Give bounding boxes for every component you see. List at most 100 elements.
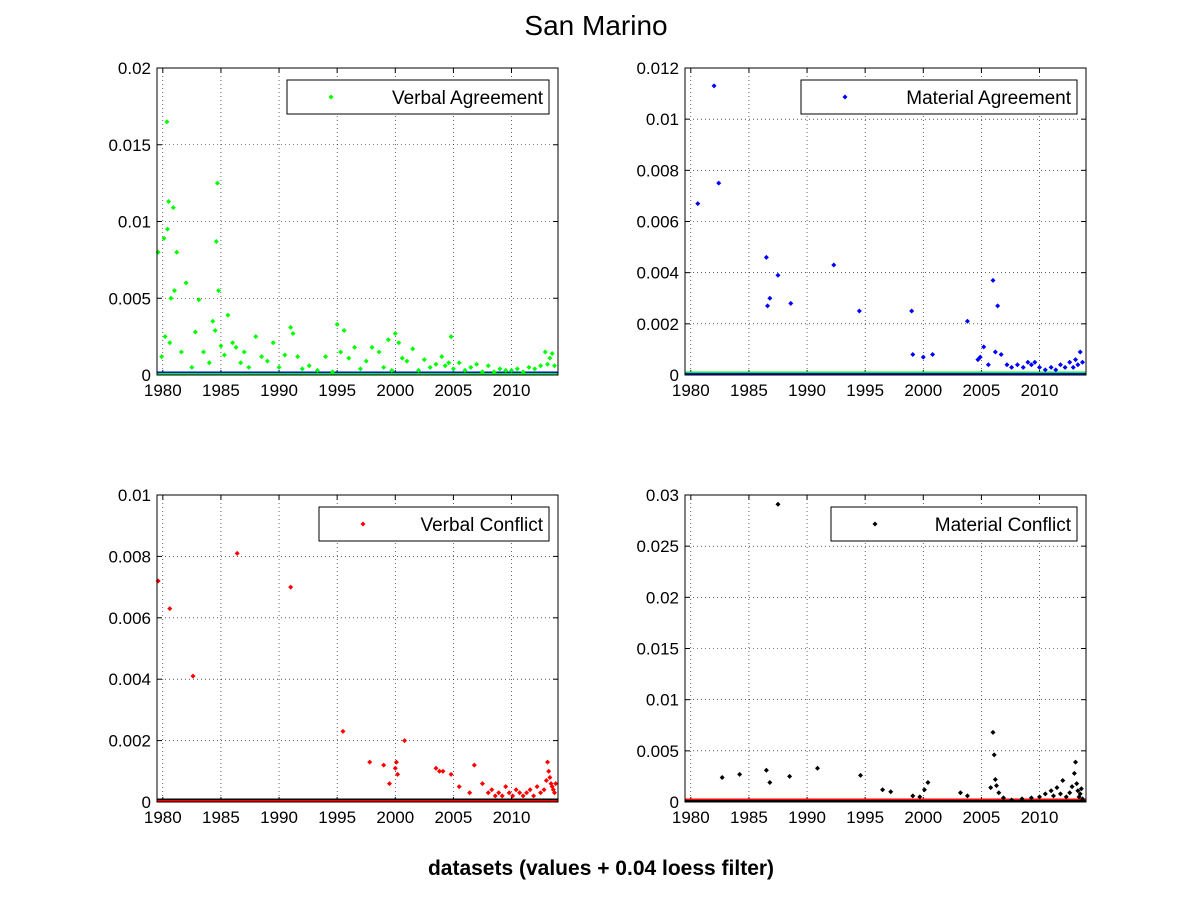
data-point bbox=[221, 352, 227, 358]
data-point bbox=[1009, 797, 1015, 803]
x-tick-label: 2010 bbox=[1021, 381, 1059, 400]
y-tick-label: 0 bbox=[670, 366, 679, 385]
legend-marker bbox=[360, 521, 366, 527]
data-point bbox=[164, 119, 170, 125]
legend-box bbox=[318, 506, 550, 542]
data-point bbox=[213, 238, 219, 244]
x-tick-label: 2005 bbox=[434, 381, 472, 400]
data-point bbox=[541, 787, 547, 793]
data-point bbox=[509, 367, 515, 373]
data-point bbox=[767, 780, 773, 786]
data-point bbox=[170, 205, 176, 211]
data-point bbox=[503, 784, 509, 790]
data-point bbox=[489, 787, 495, 793]
data-point bbox=[456, 360, 462, 366]
data-point bbox=[238, 360, 244, 366]
data-point bbox=[402, 738, 408, 744]
subplot-mc: 1980 1985 1990 1995 2000 2005 2010 0 0.005 0.01 0.… bbox=[636, 486, 1087, 827]
data-point bbox=[513, 787, 519, 793]
data-point bbox=[1071, 770, 1077, 776]
data-point bbox=[334, 321, 340, 327]
data-point bbox=[549, 351, 555, 357]
data-point bbox=[171, 288, 177, 294]
data-point bbox=[737, 771, 743, 777]
data-point bbox=[1014, 362, 1020, 368]
data-point bbox=[787, 773, 793, 779]
axes-frame bbox=[156, 494, 559, 803]
data-point bbox=[995, 303, 1001, 309]
data-point bbox=[506, 790, 512, 796]
data-point bbox=[930, 352, 936, 358]
y-tick-label: 0.025 bbox=[636, 537, 679, 556]
data-point bbox=[994, 783, 1000, 789]
data-point bbox=[290, 331, 296, 337]
data-point bbox=[695, 201, 701, 207]
data-point bbox=[514, 366, 520, 372]
data-point bbox=[547, 355, 553, 361]
data-point bbox=[385, 337, 391, 343]
data-point bbox=[763, 254, 769, 260]
data-point bbox=[990, 729, 996, 735]
y-tick-label: 0.012 bbox=[636, 59, 679, 78]
data-point bbox=[496, 790, 502, 796]
data-point bbox=[433, 361, 439, 367]
data-point bbox=[920, 354, 926, 360]
data-point bbox=[1077, 791, 1083, 797]
data-point bbox=[234, 550, 240, 556]
data-point bbox=[1037, 794, 1043, 800]
data-point bbox=[527, 787, 533, 793]
data-point bbox=[921, 787, 927, 793]
data-point bbox=[178, 349, 184, 355]
data-point bbox=[910, 793, 916, 799]
data-point bbox=[716, 180, 722, 186]
x-tick-label: 2010 bbox=[1021, 808, 1059, 827]
data-point bbox=[367, 759, 373, 765]
data-point bbox=[990, 277, 996, 283]
data-point bbox=[479, 369, 485, 375]
data-point bbox=[462, 367, 468, 373]
x-tick-label: 1990 bbox=[260, 808, 298, 827]
data-point bbox=[485, 363, 491, 369]
data-point bbox=[1057, 791, 1063, 797]
data-point bbox=[542, 349, 548, 355]
data-point bbox=[306, 363, 312, 369]
data-point bbox=[299, 366, 305, 372]
data-point bbox=[1080, 796, 1086, 802]
data-point bbox=[381, 364, 387, 370]
data-point bbox=[1042, 367, 1048, 373]
data-point bbox=[545, 759, 551, 765]
data-point bbox=[992, 349, 998, 355]
y-tick-label: 0.004 bbox=[636, 264, 679, 283]
data-point bbox=[1020, 364, 1026, 370]
data-point bbox=[456, 784, 462, 790]
data-point bbox=[259, 354, 265, 360]
data-point bbox=[468, 364, 474, 370]
data-point bbox=[399, 355, 405, 361]
data-point bbox=[1000, 795, 1006, 801]
data-point bbox=[815, 765, 821, 771]
data-point bbox=[230, 340, 236, 346]
data-point bbox=[474, 361, 480, 367]
data-point bbox=[552, 363, 558, 369]
data-point bbox=[977, 354, 983, 360]
data-point bbox=[1069, 784, 1075, 790]
x-tick-label: 2000 bbox=[904, 808, 942, 827]
data-point bbox=[439, 354, 445, 360]
data-point bbox=[996, 790, 1002, 796]
x-tick-label: 2005 bbox=[434, 808, 472, 827]
legend-marker bbox=[842, 94, 848, 100]
data-point bbox=[270, 340, 276, 346]
data-point bbox=[1067, 790, 1073, 796]
data-point bbox=[957, 790, 963, 796]
data-point bbox=[1037, 364, 1043, 370]
data-point bbox=[341, 327, 347, 333]
data-point bbox=[491, 369, 497, 375]
data-point bbox=[1032, 359, 1038, 365]
data-point bbox=[448, 334, 454, 340]
data-point bbox=[448, 771, 454, 777]
data-point bbox=[167, 606, 173, 612]
data-point bbox=[392, 765, 398, 771]
data-point bbox=[352, 344, 358, 350]
data-point bbox=[363, 358, 369, 364]
plot-area bbox=[157, 495, 558, 802]
